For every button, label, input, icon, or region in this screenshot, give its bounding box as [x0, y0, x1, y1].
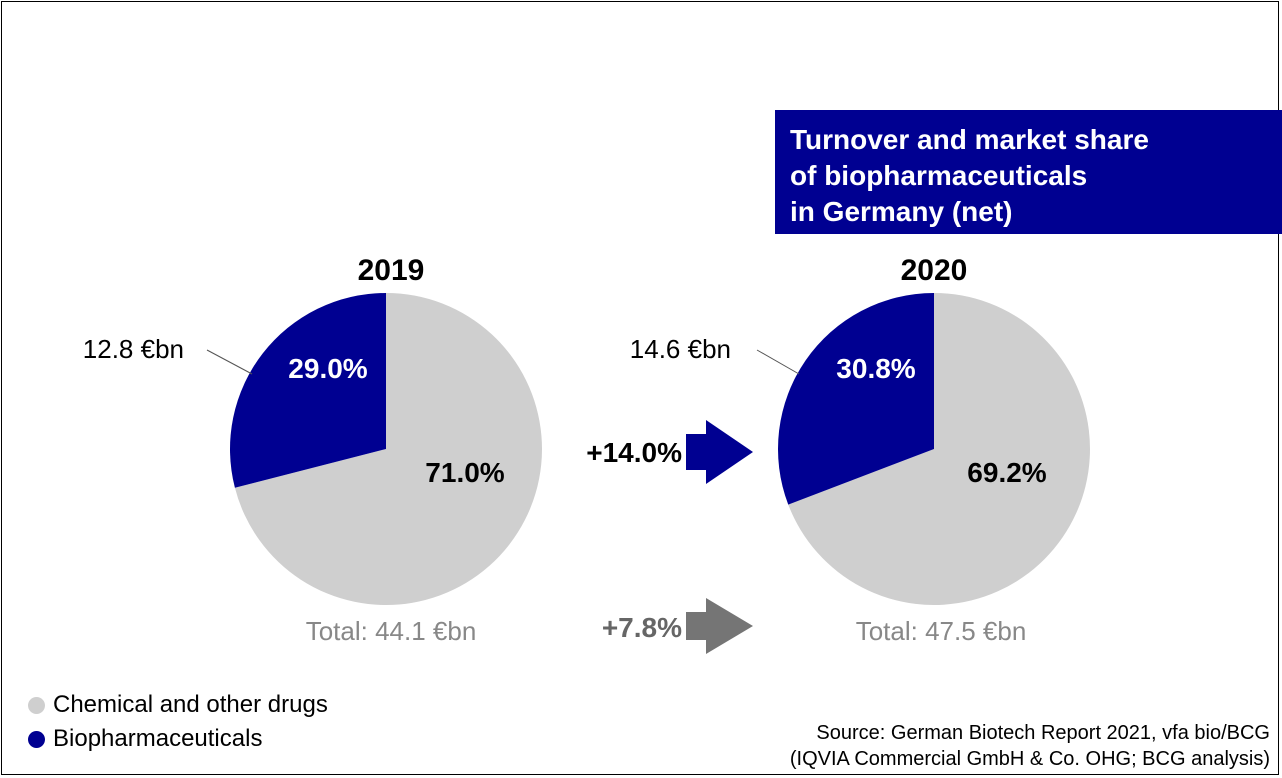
pie-2020-callout-value: 14.6 €bn — [630, 334, 731, 364]
pie-2020-chem-label: 69.2% — [967, 457, 1046, 488]
pie-2020-callout-line — [756, 349, 800, 375]
pie-2019-slice-biopharma — [230, 293, 386, 488]
growth-total-arrow-icon — [686, 598, 753, 654]
title-line-1: Turnover and market share — [790, 124, 1149, 155]
growth-biopharma-arrow-icon — [686, 420, 753, 484]
pie-2019-slice-chemical — [234, 293, 543, 606]
pie-2019-callout-line — [206, 349, 253, 375]
pie-2019-total: Total: 44.1 €bn — [306, 616, 477, 646]
title-line-3: in Germany (net) — [790, 196, 1013, 227]
growth-total-label: +7.8% — [602, 612, 682, 643]
pie-2019-year: 2019 — [358, 254, 425, 287]
growth-biopharma-label: +14.0% — [586, 437, 682, 468]
legend: Chemical and other drugs Biopharmaceutic… — [28, 688, 328, 756]
growth-biopharma: +14.0% — [586, 420, 753, 484]
pie-2020-slice-biopharma — [778, 293, 934, 505]
source-line-1: Source: German Biotech Report 2021, vfa … — [816, 722, 1270, 744]
source-line-2: (IQVIA Commercial GmbH & Co. OHG; BCG an… — [789, 748, 1270, 770]
pie-2020-year: 2020 — [901, 254, 968, 287]
legend-label-biopharma: Biopharmaceuticals — [53, 725, 263, 752]
legend-item-chemical: Chemical and other drugs — [28, 688, 328, 722]
pie-2019-callout-value: 12.8 €bn — [83, 334, 184, 364]
pie-2019-chem-label: 71.0% — [425, 457, 504, 488]
pie-2019-bio-label: 29.0% — [288, 353, 367, 384]
source-note: Source: German Biotech Report 2021, vfa … — [790, 720, 1270, 772]
legend-dot-chemical — [28, 696, 45, 714]
pie-2020: 2020 30.8% 69.2% 14.6 €bn Total: 47.5 €b… — [630, 254, 1090, 646]
pie-2020-bio-label: 30.8% — [836, 353, 915, 384]
growth-total: +7.8% — [602, 598, 753, 654]
legend-item-biopharma: Biopharmaceuticals — [28, 722, 328, 756]
title-line-2: of biopharmaceuticals — [790, 160, 1088, 191]
pie-2020-total: Total: 47.5 €bn — [856, 616, 1027, 646]
pie-2019: 2019 29.0% 71.0% 12.8 €bn Total: 44.1 €b… — [83, 254, 543, 646]
chart-title-box: Turnover and market share of biopharmace… — [775, 110, 1282, 234]
legend-label-chemical: Chemical and other drugs — [53, 691, 328, 718]
legend-dot-biopharma — [28, 730, 45, 748]
pie-2020-slice-chemical — [788, 293, 1090, 605]
